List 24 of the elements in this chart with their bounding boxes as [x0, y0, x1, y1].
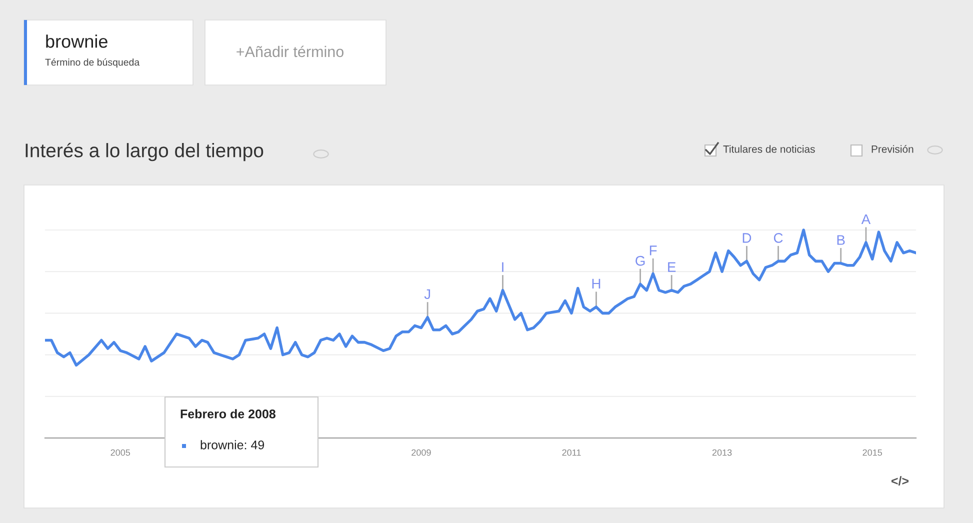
annotation: H	[592, 278, 600, 288]
text: Previsión	[872, 145, 914, 153]
text: Término de búsqueda	[45, 58, 140, 68]
annotation: Febrero de 2008	[180, 409, 276, 418]
x-tick-label: 2005	[110, 449, 130, 456]
chart-title: Interés a lo largo del tiempo	[26, 142, 264, 162]
x-tick-label: 2015	[862, 449, 882, 456]
annotation: B	[837, 235, 845, 245]
annotation: E	[668, 262, 676, 272]
text: brownie	[46, 34, 108, 48]
annotation: D	[742, 233, 752, 243]
annotation: F	[650, 246, 657, 256]
annotation: G	[636, 256, 645, 266]
text: brownie: 49	[200, 440, 264, 450]
annotation: I	[502, 262, 504, 272]
x-tick-label: 2013	[712, 449, 732, 456]
x-tick-label: 2009	[412, 449, 431, 456]
annotation: J	[424, 289, 430, 300]
text: +Añadir término	[236, 46, 344, 58]
annotation: C	[774, 233, 783, 243]
text: </>	[891, 476, 909, 486]
x-tick-label: 2011	[562, 449, 581, 456]
annotation: A	[861, 214, 871, 224]
text: Titulares de noticias	[723, 145, 815, 153]
